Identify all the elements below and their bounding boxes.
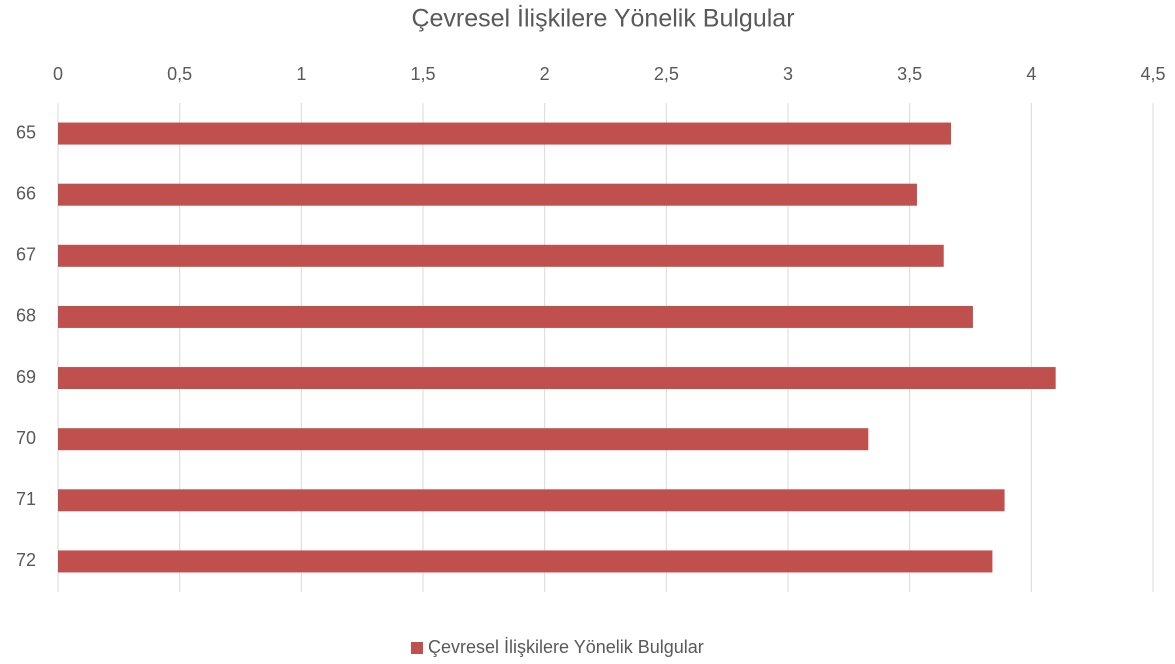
x-tick-label: 3 xyxy=(783,64,793,84)
y-tick-label: 69 xyxy=(16,367,36,387)
x-tick-label: 3,5 xyxy=(897,64,922,84)
bar xyxy=(58,367,1056,390)
legend-swatch xyxy=(411,642,423,654)
y-tick-label: 71 xyxy=(16,489,36,509)
y-tick-label: 66 xyxy=(16,183,36,203)
bar xyxy=(58,550,993,573)
y-tick-label: 67 xyxy=(16,245,36,265)
legend-label: Çevresel İlişkilere Yönelik Bulgular xyxy=(428,637,704,657)
x-tick-label: 2 xyxy=(540,64,550,84)
bar xyxy=(58,122,952,145)
x-tick-label: 0,5 xyxy=(167,64,192,84)
x-tick-label: 2,5 xyxy=(654,64,679,84)
y-tick-label: 70 xyxy=(16,428,36,448)
x-tick-label: 1,5 xyxy=(410,64,435,84)
x-tick-label: 0 xyxy=(53,64,63,84)
bar xyxy=(58,183,917,206)
y-tick-label: 65 xyxy=(16,122,36,142)
y-tick-label: 72 xyxy=(16,550,36,570)
x-tick-label: 1 xyxy=(296,64,306,84)
bar xyxy=(58,244,944,267)
bar xyxy=(58,305,973,328)
bar xyxy=(58,489,1005,512)
x-tick-label: 4 xyxy=(1026,64,1036,84)
bar xyxy=(58,428,869,451)
chart-title: Çevresel İlişkilere Yönelik Bulgular xyxy=(411,4,794,33)
y-tick-label: 68 xyxy=(16,306,36,326)
x-tick-label: 4,5 xyxy=(1140,64,1165,84)
